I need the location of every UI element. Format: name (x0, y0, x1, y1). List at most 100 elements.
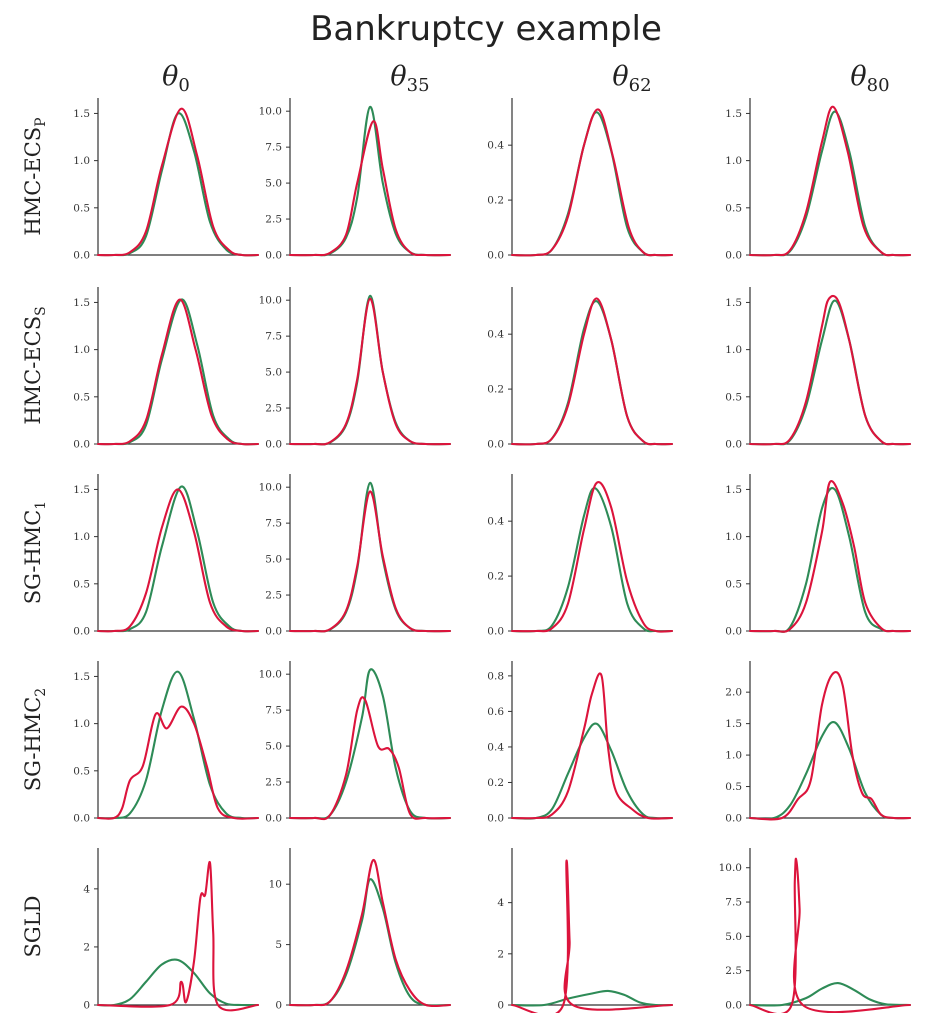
y-tick-label: 2.5 (265, 214, 282, 226)
density-curve-reference (288, 668, 452, 820)
y-tick-label: 0 (275, 1000, 282, 1012)
y-tick-label: 0.6 (487, 706, 504, 718)
y-tick-label: 0.0 (725, 439, 742, 451)
density-curve-reference (510, 300, 674, 446)
panel-r3-c3: 0.0 0.5 1.0 1.5 2.0 (725, 661, 912, 825)
y-tick-label: 1.5 (725, 297, 742, 309)
row-label-2: SG-HMC1 (21, 501, 49, 604)
row-label-main: SGLD (21, 896, 45, 958)
y-tick-label: 0.0 (487, 813, 504, 825)
y-tick-label: 0.0 (265, 250, 282, 262)
density-curve-reference (510, 487, 674, 633)
y-tick-label: 7.5 (725, 897, 742, 909)
y-tick-label: 2.5 (265, 403, 282, 415)
y-tick-label: 2.5 (725, 965, 742, 977)
panel-r1-c3: 0.0 0.5 1.0 1.5 (725, 287, 912, 451)
row-label-main: HMC-ECS (21, 316, 45, 425)
y-tick-label: 1.0 (725, 344, 742, 356)
y-tick-label: 0.5 (73, 578, 90, 590)
y-tick-label: 0.0 (265, 439, 282, 451)
panel-r0-c2: 0.0 0.2 0.4 (487, 98, 674, 262)
density-curve-reference (510, 111, 674, 257)
column-title-symbol: θ (390, 61, 406, 92)
y-tick-label: 5.0 (265, 178, 282, 190)
panel-r4-c2: 0 2 4 (497, 848, 674, 1013)
y-tick-label: 0.4 (487, 741, 504, 753)
panel-r3-c0: 0.0 0.5 1.0 1.5 (73, 661, 260, 825)
density-curve-reference (96, 958, 260, 1007)
density-curve-reference (510, 989, 674, 1007)
row-label-subscript: P (33, 117, 49, 126)
y-tick-label: 0.0 (725, 813, 742, 825)
y-tick-label: 2 (497, 948, 504, 960)
y-tick-label: 1.5 (73, 484, 90, 496)
column-titles: θ0 θ35 θ62 θ80 (162, 61, 889, 96)
y-tick-label: 1.5 (725, 484, 742, 496)
y-tick-label: 0.4 (487, 516, 504, 528)
y-tick-label: 2 (83, 941, 90, 953)
row-label-0: HMC-ECSP (21, 117, 49, 235)
y-tick-label: 5.0 (725, 931, 742, 943)
y-tick-label: 0.0 (265, 626, 282, 638)
y-tick-label: 10.0 (259, 482, 282, 494)
y-tick-label: 0.8 (487, 670, 504, 682)
y-tick-label: 7.5 (265, 518, 282, 530)
panel-r2-c0: 0.0 0.5 1.0 1.5 (73, 474, 260, 638)
y-tick-label: 4 (83, 883, 90, 895)
y-tick-label: 0.2 (487, 571, 504, 583)
y-tick-label: 7.5 (265, 331, 282, 343)
density-curve-reference (288, 294, 452, 446)
figure-title: Bankruptcy example (310, 9, 662, 49)
density-curve-sampler (288, 490, 452, 633)
density-curve-reference (96, 670, 260, 820)
panel-r1-c2: 0.0 0.2 0.4 (487, 287, 674, 451)
density-curve-sampler (510, 672, 674, 820)
column-title-subscript: 35 (407, 75, 430, 96)
y-tick-label: 0.0 (725, 250, 742, 262)
y-tick-label: 0.0 (487, 439, 504, 451)
density-curve-sampler (510, 108, 674, 257)
y-tick-label: 7.5 (265, 705, 282, 717)
column-title-symbol: θ (612, 61, 628, 92)
density-curve-sampler (288, 858, 452, 1008)
density-curve-sampler (96, 107, 260, 257)
panel-r2-c3: 0.0 0.5 1.0 1.5 (725, 474, 912, 638)
density-curve-reference (288, 878, 452, 1007)
density-curve-sampler (748, 670, 912, 821)
y-tick-label: 1.0 (725, 750, 742, 762)
density-curve-sampler (96, 298, 260, 446)
density-curve-reference (748, 299, 912, 446)
row-label-main: SG-HMC (21, 510, 45, 605)
panel-r4-c0: 0 2 4 (83, 848, 260, 1012)
column-title-symbol: θ (162, 61, 178, 92)
y-tick-label: 10.0 (259, 669, 282, 681)
y-tick-label: 1.0 (73, 155, 90, 167)
column-title-subscript: 0 (178, 75, 189, 96)
column-title-subscript: 80 (867, 75, 890, 96)
y-tick-label: 0.5 (73, 765, 90, 777)
y-tick-label: 0.0 (487, 250, 504, 262)
y-tick-label: 0.0 (73, 439, 90, 451)
density-curve-sampler (510, 297, 674, 446)
y-tick-label: 5.0 (265, 741, 282, 753)
y-tick-label: 1.5 (725, 108, 742, 120)
y-tick-label: 10.0 (719, 862, 742, 874)
density-curve-sampler (288, 297, 452, 446)
column-title-subscript: 62 (629, 75, 652, 96)
y-tick-label: 0 (83, 1000, 90, 1012)
density-curve-reference (748, 487, 912, 633)
density-curve-reference (96, 298, 260, 446)
y-tick-label: 5.0 (265, 554, 282, 566)
y-tick-label: 0.2 (487, 384, 504, 396)
panel-r4-c3: 0.0 2.5 5.0 7.5 10.0 (719, 848, 912, 1013)
y-tick-label: 4 (497, 897, 504, 909)
y-tick-label: 0.4 (487, 140, 504, 152)
density-curve-sampler (748, 294, 912, 446)
y-tick-label: 0.5 (73, 202, 90, 214)
y-tick-label: 1.0 (725, 531, 742, 543)
row-label-main: SG-HMC (21, 697, 45, 792)
y-tick-label: 2.5 (265, 590, 282, 602)
row-label-3: SG-HMC2 (21, 688, 49, 791)
